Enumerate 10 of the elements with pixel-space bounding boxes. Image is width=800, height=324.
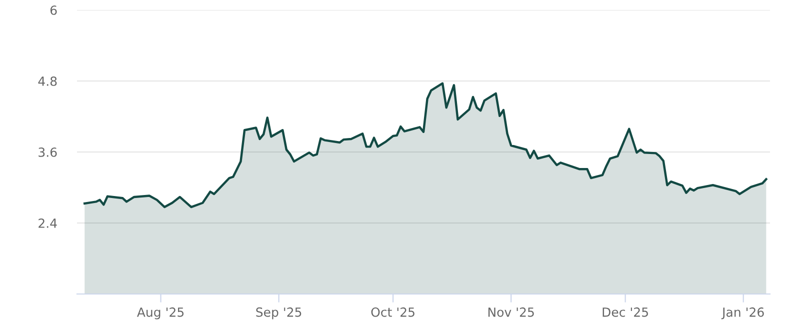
y-tick-label: 4.8 [38,76,57,86]
y-tick-label: 6 [50,5,57,15]
y-tick-label: 3.6 [38,147,57,157]
x-tick-label: Jan '26 [721,307,764,320]
x-tick-label: Dec '25 [602,307,648,317]
x-tick-label: Oct '25 [371,307,414,317]
x-tick-label: Aug '25 [137,307,184,320]
x-tick-label: Sep '25 [256,307,302,320]
x-tick-label: Nov '25 [488,307,534,317]
y-tick-label: 2.4 [38,218,57,228]
